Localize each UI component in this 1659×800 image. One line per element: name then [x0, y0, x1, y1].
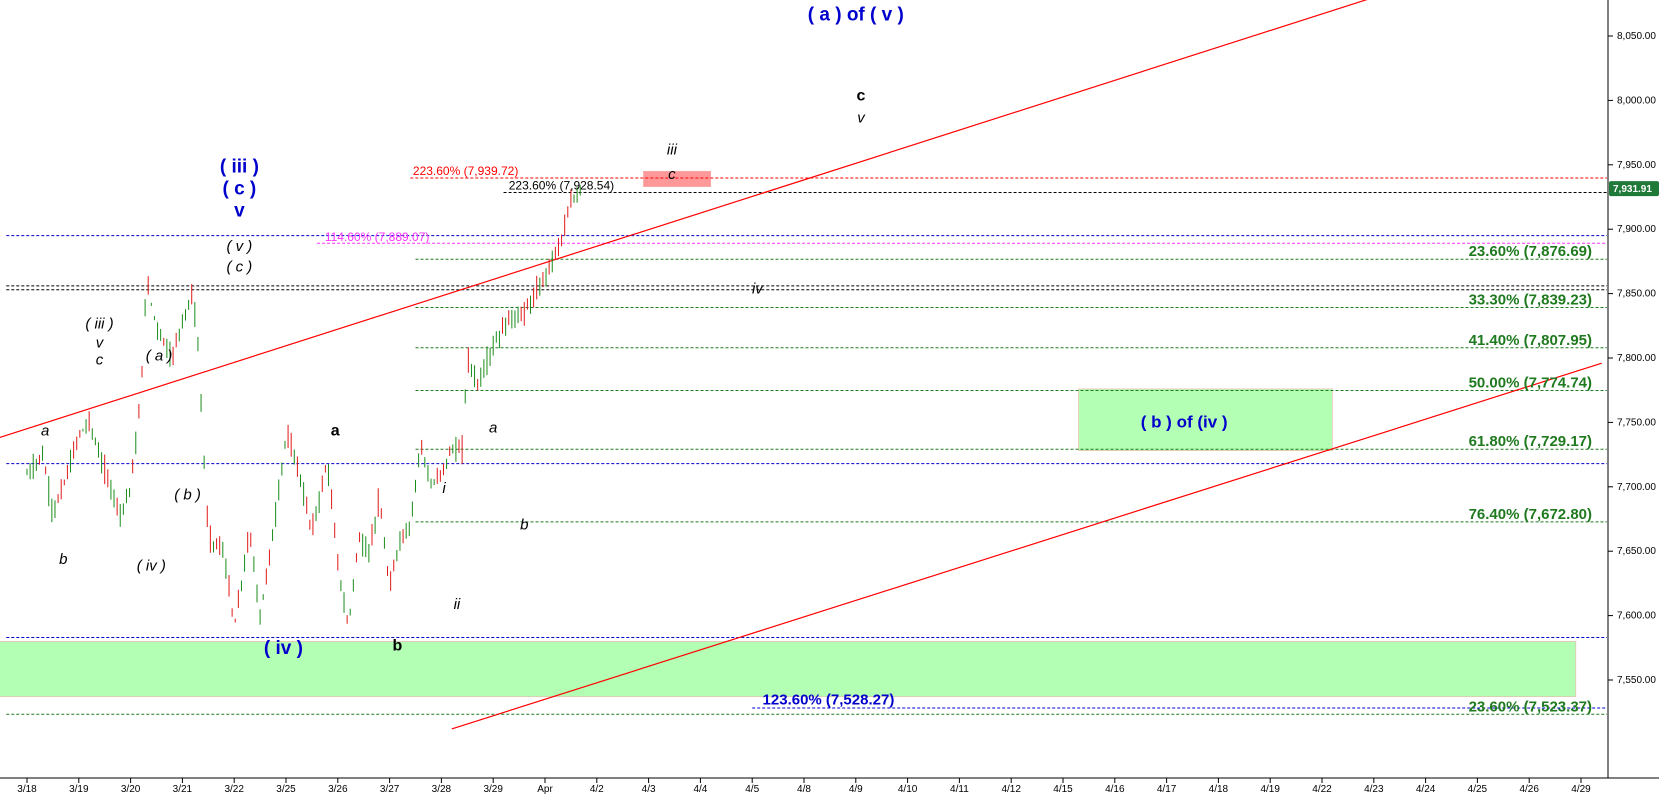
annotation-26: ii [454, 596, 461, 613]
annotation-5: c [857, 87, 866, 104]
fib-label-5: 76.40% (7,672.80) [1469, 506, 1592, 523]
wave-labels: 223.60% (7,939.72)223.60% (7,928.54) 114.… [41, 5, 1228, 709]
trend-line-16 [0, 0, 1368, 439]
x-tick-label: 4/26 [1519, 784, 1539, 795]
annotation-22: ( iv ) [264, 638, 303, 659]
x-tick-label: 3/19 [69, 784, 89, 795]
y-tick-label: 8,000.00 [1617, 95, 1656, 106]
x-tick-label: 3/21 [173, 784, 193, 795]
x-tick-label: Apr [537, 784, 553, 795]
y-tick-label: 7,750.00 [1617, 417, 1656, 428]
last-price-box [1609, 181, 1659, 197]
x-tick-label: 4/23 [1364, 784, 1384, 795]
annotation-7: iii [667, 141, 678, 158]
zone-1 [1078, 388, 1333, 452]
annotation-8: c [668, 166, 676, 183]
annotation-13: ( c ) [226, 259, 252, 276]
annotation-25: i [442, 480, 446, 497]
annotation-24: b [392, 637, 402, 654]
zone-0 [0, 641, 1577, 698]
annotation-23: a [331, 422, 340, 439]
annotation-2: 114.60% (7,889.07) [325, 230, 430, 244]
fib-label-6: 23.60% (7,523.37) [1469, 698, 1592, 715]
x-tick-label: 4/11 [950, 784, 969, 795]
annotation-18: a [41, 422, 49, 439]
x-tick-label: 4/12 [1001, 784, 1021, 795]
y-tick-label: 7,950.00 [1617, 160, 1656, 171]
fib-label-4: 61.80% (7,729.17) [1469, 433, 1592, 450]
x-axis: 3/18 3/19 3/20 3/21 3/22 3/25 3/26 3/27 3/28 3/29… [0, 777, 1659, 795]
annotation-0: 223.60% (7,939.72) [413, 164, 518, 178]
fib-label-2: 41.40% (7,807.95) [1469, 332, 1592, 349]
x-tick-label: 4/3 [642, 784, 656, 795]
x-tick-label: 4/29 [1571, 784, 1591, 795]
x-tick-label: 4/8 [797, 784, 811, 795]
y-tick-label: 7,850.00 [1617, 289, 1656, 300]
y-tick-label: 7,550.00 [1617, 675, 1656, 686]
x-tick-label: 4/22 [1312, 784, 1332, 795]
level-lines [6, 177, 1607, 715]
annotation-11: v [234, 200, 245, 221]
x-tick-label: 3/29 [483, 784, 503, 795]
annotation-12: ( v ) [226, 238, 252, 255]
x-tick-label: 4/10 [898, 784, 918, 795]
fib-label-3: 50.00% (7,774.74) [1469, 375, 1592, 392]
annotation-16: c [96, 351, 104, 368]
trend-line-17 [451, 362, 1602, 730]
annotation-3: 123.60% (7,528.27) [763, 691, 895, 708]
x-tick-label: 3/26 [328, 784, 348, 795]
annotation-1: 223.60% (7,928.54) [509, 178, 614, 192]
y-tick-label: 8,050.00 [1617, 31, 1656, 42]
x-tick-label: 4/5 [745, 784, 759, 795]
x-tick-label: 4/24 [1416, 784, 1436, 795]
fib-label-0: 23.60% (7,876.69) [1469, 243, 1592, 260]
y-tick-label: 7,700.00 [1617, 482, 1656, 493]
target-zones [0, 170, 1577, 698]
annotation-20: ( b ) [174, 487, 201, 504]
x-tick-label: 4/16 [1105, 784, 1125, 795]
x-tick-label: 3/22 [224, 784, 244, 795]
x-tick-label: 3/25 [276, 784, 296, 795]
x-tick-label: 3/27 [380, 784, 400, 795]
y-tick-label: 7,600.00 [1617, 611, 1656, 622]
y-tick-label: 7,650.00 [1617, 546, 1656, 557]
fib-label-1: 33.30% (7,839.23) [1469, 291, 1592, 308]
y-axis: 8,050.00 8,000.00 7,950.00 7,900.00 7,850.00… [1607, 0, 1656, 778]
x-tick-label: 3/18 [17, 784, 37, 795]
annotation-9: ( iii ) [220, 157, 259, 178]
trend-lines [0, 0, 1602, 730]
x-tick-label: 4/9 [849, 784, 863, 795]
annotation-27: a [489, 420, 497, 437]
x-tick-label: 3/28 [432, 784, 452, 795]
x-tick-label: 4/4 [693, 784, 707, 795]
price-candles [26, 185, 581, 625]
annotation-28: b [520, 516, 528, 533]
last-price-label: 7,931.91 [1613, 184, 1652, 195]
annotation-10: ( c ) [222, 178, 256, 199]
x-tick-label: 4/15 [1053, 784, 1073, 795]
zone-2 [643, 170, 712, 187]
annotation-14: ( iii ) [85, 315, 113, 332]
x-tick-label: 4/18 [1209, 784, 1229, 795]
x-tick-label: 4/17 [1157, 784, 1177, 795]
x-tick-label: 4/2 [590, 784, 604, 795]
fib-level-labels: 23.60% (7,876.69) 33.30% (7,839.23) 41.40%… [1469, 243, 1592, 715]
annotation-4: ( a ) of ( v ) [808, 5, 904, 26]
last-price-marker: 7,931.91 [1609, 181, 1659, 197]
annotation-21: ( iv ) [137, 558, 166, 575]
x-tick-label: 4/25 [1468, 784, 1488, 795]
y-tick-label: 7,900.00 [1617, 224, 1656, 235]
x-tick-label: 3/20 [121, 784, 141, 795]
annotation-6: v [857, 109, 866, 126]
annotation-15: v [96, 335, 105, 352]
annotation-29: iv [752, 281, 764, 298]
x-tick-label: 4/19 [1260, 784, 1280, 795]
annotation-19: b [59, 551, 67, 568]
annotation-17: ( a ) [146, 348, 173, 365]
y-tick-label: 7,800.00 [1617, 353, 1656, 364]
annotation-30: ( b ) of (iv ) [1141, 413, 1228, 432]
